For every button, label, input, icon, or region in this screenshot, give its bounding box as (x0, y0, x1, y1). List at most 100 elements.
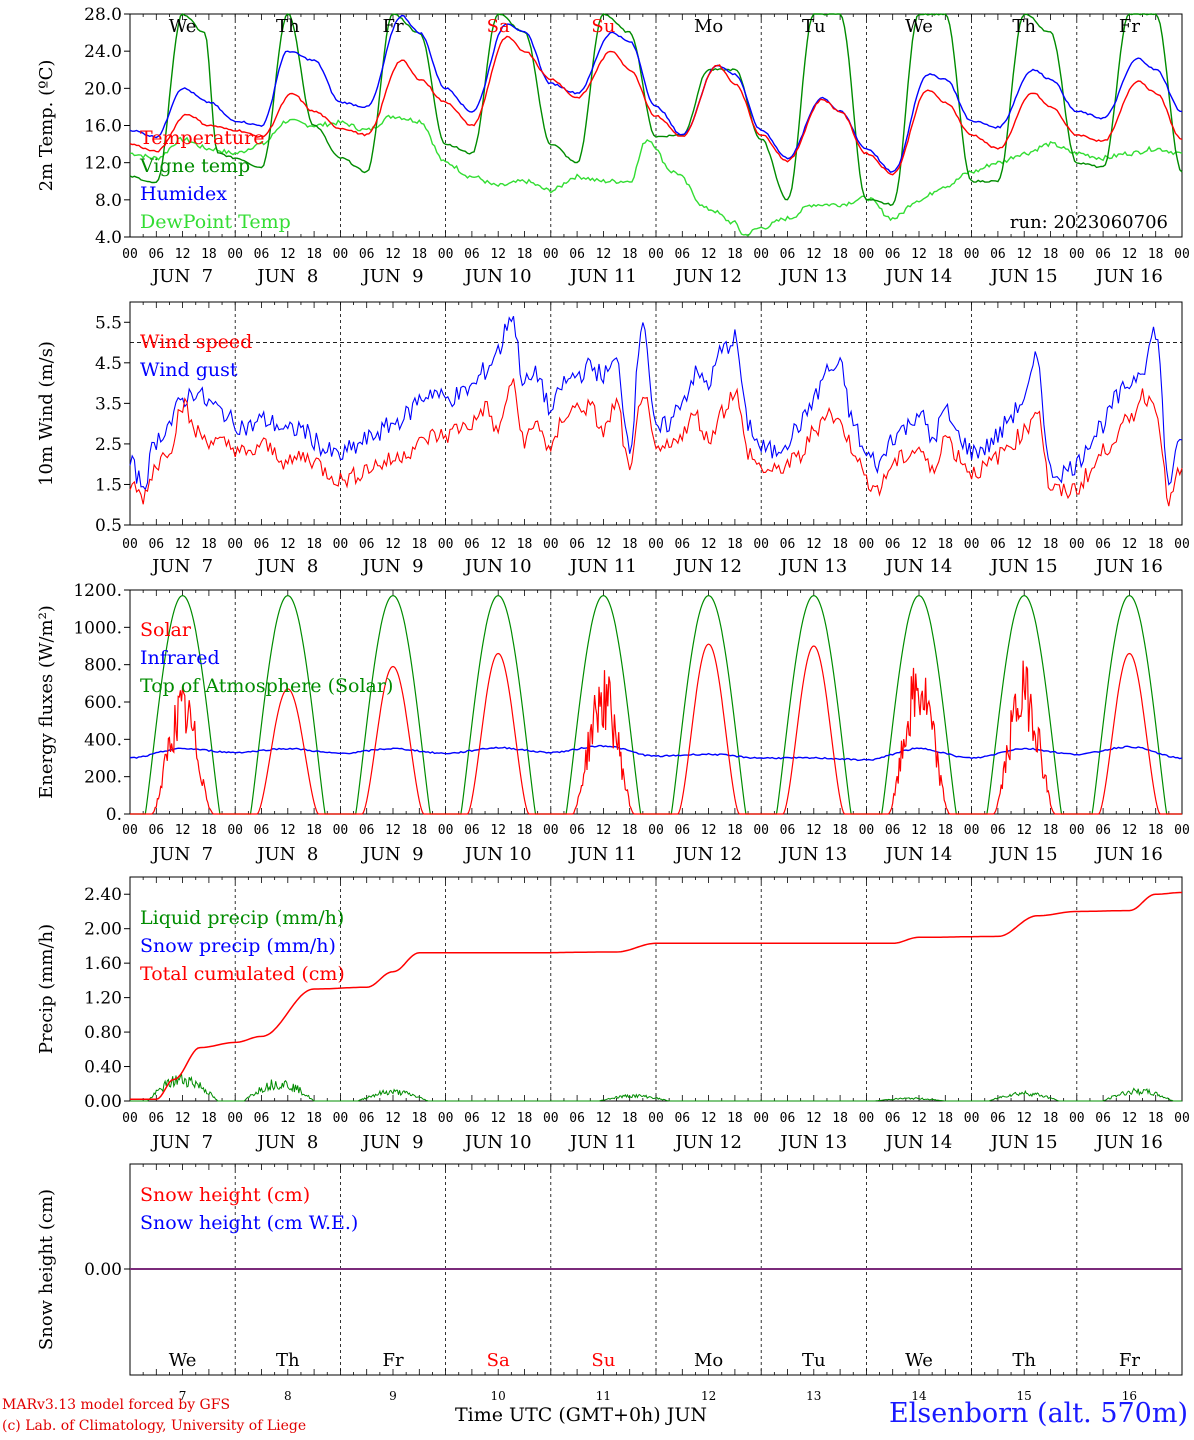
date-label: JUN 14 (884, 1132, 953, 1153)
y-tick-label: 400. (84, 730, 122, 750)
line-wind-gust (129, 315, 1183, 491)
hour-tick-label: 06 (1095, 823, 1111, 838)
hour-tick-label: 00 (122, 247, 138, 262)
run-annotation: run: 2023060706 (1010, 212, 1168, 233)
hour-tick-label: 06 (780, 1111, 796, 1126)
date-label: JUN 14 (884, 556, 953, 577)
date-label: JUN 14 (884, 266, 953, 287)
date-label: JUN 8 (255, 266, 318, 287)
hour-tick-label: 12 (701, 823, 717, 838)
y-tick-label: 5.5 (95, 313, 122, 333)
date-label: JUN 7 (150, 844, 213, 865)
hour-tick-label: 06 (569, 247, 585, 262)
hour-tick-label: 06 (885, 823, 901, 838)
hour-tick-label: 18 (622, 537, 638, 552)
y-tick-label: 28.0 (84, 5, 122, 25)
y-tick-label: 3.5 (95, 394, 122, 414)
hour-tick-label: 12 (596, 537, 612, 552)
hour-tick-label: 12 (806, 247, 822, 262)
hour-tick-label: 06 (674, 247, 690, 262)
hour-tick-label: 06 (254, 247, 270, 262)
hour-tick-label: 18 (937, 247, 953, 262)
date-label: JUN 16 (1094, 1132, 1163, 1153)
hour-tick-label: 12 (175, 1111, 191, 1126)
hour-tick-label: 18 (411, 823, 427, 838)
hour-tick-label: 12 (385, 823, 401, 838)
hour-tick-label: 12 (596, 247, 612, 262)
hour-tick-label: 12 (1122, 1111, 1138, 1126)
x-axis-title: Time UTC (GMT+0h) JUN (455, 1404, 707, 1426)
hour-tick-label: 18 (937, 1111, 953, 1126)
hour-tick-label: 12 (490, 823, 506, 838)
date-label: JUN 16 (1094, 844, 1163, 865)
y-tick-label: 200. (84, 768, 122, 788)
hour-tick-label: 06 (148, 247, 164, 262)
hour-tick-label: 18 (1148, 247, 1164, 262)
legend-entry: Wind gust (140, 359, 238, 381)
day-number-label: 13 (806, 1389, 821, 1403)
hour-tick-label: 06 (1095, 537, 1111, 552)
hour-tick-label: 00 (543, 1111, 559, 1126)
date-label: JUN 12 (673, 844, 742, 865)
hour-tick-label: 12 (1016, 823, 1032, 838)
hour-tick-label: 00 (438, 537, 454, 552)
hour-tick-label: 18 (1043, 1111, 1059, 1126)
legend-entry: Solar (140, 619, 192, 641)
hour-tick-label: 06 (569, 1111, 585, 1126)
hour-tick-label: 12 (701, 247, 717, 262)
hour-tick-label: 06 (885, 247, 901, 262)
legend-entry: Infrared (140, 647, 220, 669)
day-name-label: Fr (1119, 16, 1140, 37)
hour-tick-label: 00 (753, 537, 769, 552)
y-tick-label: 1000. (73, 618, 122, 638)
date-label: JUN 16 (1094, 266, 1163, 287)
day-number-label: 12 (701, 1389, 716, 1403)
day-number-label: 10 (491, 1389, 506, 1403)
hour-tick-label: 18 (622, 1111, 638, 1126)
hour-tick-label: 18 (517, 1111, 533, 1126)
hour-tick-label: 18 (727, 1111, 743, 1126)
hour-tick-label: 18 (937, 823, 953, 838)
hour-tick-label: 06 (990, 823, 1006, 838)
day-name-label: Sa (487, 16, 510, 37)
date-label: JUN 13 (778, 556, 847, 577)
hour-tick-label: 00 (648, 537, 664, 552)
y-tick-label: 24.0 (84, 42, 122, 62)
hour-tick-label: 00 (122, 1111, 138, 1126)
hour-tick-label: 12 (806, 823, 822, 838)
hour-tick-label: 06 (464, 247, 480, 262)
hour-tick-label: 12 (911, 823, 927, 838)
hour-tick-label: 00 (333, 1111, 349, 1126)
hour-tick-label: 12 (701, 537, 717, 552)
hour-tick-label: 00 (227, 1111, 243, 1126)
day-number-label: 8 (284, 1389, 292, 1403)
hour-tick-label: 12 (490, 537, 506, 552)
hour-tick-label: 12 (385, 247, 401, 262)
hour-tick-label: 06 (464, 537, 480, 552)
hour-tick-label: 12 (280, 1111, 296, 1126)
hour-tick-label: 00 (1174, 823, 1190, 838)
line-solar (130, 643, 1182, 815)
day-number-label: 14 (911, 1389, 927, 1403)
hour-tick-label: 00 (1069, 1111, 1085, 1126)
hour-tick-label: 00 (859, 247, 875, 262)
hour-tick-label: 18 (1148, 1111, 1164, 1126)
hour-tick-label: 12 (1122, 823, 1138, 838)
hour-tick-label: 06 (148, 1111, 164, 1126)
hour-tick-label: 12 (385, 1111, 401, 1126)
hour-tick-label: 06 (1095, 1111, 1111, 1126)
hour-tick-label: 00 (543, 537, 559, 552)
day-name-label: Th (276, 16, 300, 37)
hour-tick-label: 12 (596, 1111, 612, 1126)
panel-frame-1 (129, 13, 1183, 238)
hour-tick-label: 00 (859, 537, 875, 552)
y-tick-label: 0.5 (95, 516, 122, 536)
date-label: JUN 8 (255, 1132, 318, 1153)
hour-tick-label: 18 (306, 537, 322, 552)
hour-tick-label: 12 (911, 537, 927, 552)
date-label: JUN 7 (150, 1132, 213, 1153)
hour-tick-label: 18 (517, 823, 533, 838)
legend-entry: Total cumulated (cm) (140, 963, 345, 985)
hour-tick-label: 06 (359, 247, 375, 262)
hour-tick-label: 00 (753, 247, 769, 262)
